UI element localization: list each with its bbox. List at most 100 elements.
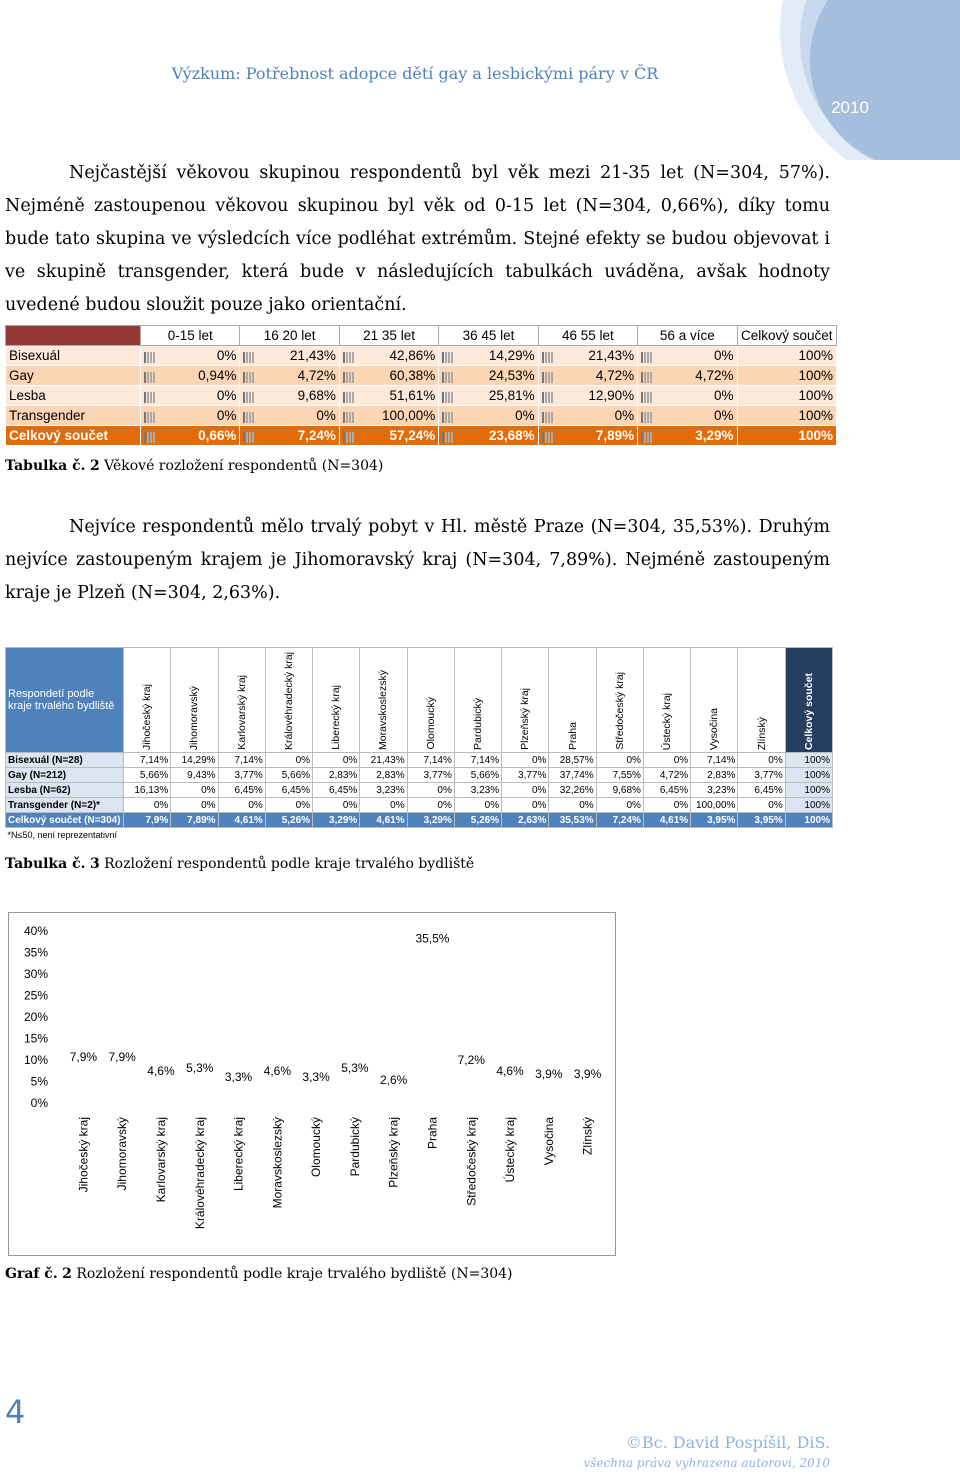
value-label: 4,6% [147,1064,175,1078]
column-header: Vysočina [690,647,739,753]
x-tick-label: Karlovarský kraj [154,1117,168,1202]
bar-icon [641,412,654,423]
column-header: Pardubický [453,647,503,753]
cell: 35,53% [548,812,597,828]
cell: 0% [453,797,503,813]
cell: 0% [406,782,455,798]
column-header-text: Pardubický [471,698,484,750]
column-header: Olomoucký [406,647,455,753]
y-tick-label: 35% [24,946,48,960]
row: Transgender (N=2)* 0% 0% 0% 0% 0% 0% 0% 0% 0% 0% 0%… [5,797,834,813]
cell-value: 3,29% [695,428,734,443]
cell-value: 100,00% [381,408,436,423]
bar-icon [144,392,156,403]
cell: 5,66% [264,767,314,783]
bar-icon [243,392,256,403]
paragraph: Nejvíce respondentů mělo trvalý pobyt v … [5,517,830,603]
cell: 100% [736,365,838,386]
cell: 4,72% [637,365,738,386]
column-header: 46 55 let [537,325,639,346]
cell: 100,00% [338,405,440,426]
bar [459,1072,483,1103]
header-row: Respondetí podle kraje trvalého bydliště… [5,647,834,753]
row: Gay (N=212) 5,66% 9,43% 3,77% 5,66% 2,83% 2,83… [5,767,834,783]
caption: Tabulka č. 3 Rozložení respondentů podle… [5,856,474,872]
column-header-text: Zlínský [755,716,768,750]
bar-icon [243,432,256,443]
page-number: 4 [5,1393,26,1431]
bar-icon [641,432,654,443]
cell-value: 0% [714,348,734,363]
column-header: Celkový součet [784,647,834,753]
cell-value: 0,94% [198,368,237,383]
row-label: Bisexuál (N=28) [5,752,124,768]
row-label: Celkový součet (N=304) [5,812,124,828]
bar-icon [144,432,156,443]
cell: 5,66% [122,767,172,783]
x-tick-label: Praha [425,1117,439,1149]
row: Celkový součet (N=304) 7,9% 7,89% 4,61% 5,26… [5,812,834,828]
cell: 7,14% [122,752,172,768]
cell: 3,95% [690,812,739,828]
column-header-text: Královéhradecký kraj [282,651,295,750]
caption-label: Tabulka č. [5,458,86,474]
bar-icon [342,392,355,403]
bar-icon [541,392,554,403]
cell: 2,83% [312,767,361,783]
cell-value: 100% [798,368,833,383]
cell-value: 42,86% [389,348,436,363]
cell: 0% [139,385,241,406]
cell: 7,9% [122,812,172,828]
bar-icon [641,392,654,403]
bar-icon [342,412,355,423]
caption-label: Tabulka č. [5,856,86,872]
cell: 28,57% [548,752,597,768]
caption-number: 2 [62,1266,72,1282]
column-header-text: Středočeský kraj [613,672,626,750]
cell: 7,14% [690,752,739,768]
cell-value: 0% [515,408,535,423]
x-tick-label: Jihočeský kraj [76,1117,90,1192]
cell: 0% [239,405,340,426]
header-row: 0-15 let 16 20 let 21 35 let 36 45 let 46 55… [5,325,838,346]
column-header: 16 20 let [239,325,340,346]
chart: 0% 5% 10% 15% 20% 25% 30% 35% 40% 7,9% Jihočeský k… [8,912,616,1256]
cell: 7,14% [453,752,503,768]
bar-icon [243,412,256,423]
row-label: Bisexuál [5,345,141,366]
caption: Graf č. 2 Rozložení respondentů podle kr… [5,1266,513,1282]
cell: 3,95% [737,812,786,828]
bar-icon [442,372,455,383]
caption-text: Věkové rozložení respondentů (N=304) [104,458,384,474]
cell: 7,55% [595,767,644,783]
cell: 0% [170,782,219,798]
column-header: 56 a více [637,325,738,346]
cell: 0% [501,782,550,798]
column-header: Jihomoravský [170,647,219,753]
cell: 5,66% [453,767,503,783]
column-header-text: Liberecký kraj [330,685,343,750]
cell-value: 4,72% [297,368,336,383]
cell-value: 0% [216,388,237,403]
cell-value: 7,89% [595,428,635,443]
cell: 0% [737,797,786,813]
cell: 2,63% [501,812,550,828]
cell: 7,89% [537,425,639,446]
bar-icon [243,352,256,363]
value-label: 4,6% [264,1064,292,1078]
cell: 100% [736,345,838,366]
note: *N≤50, není reprezentativní [7,830,118,840]
column-header-text: Vysočina [708,707,721,750]
cell: 4,61% [359,812,408,828]
cell: 0% [217,797,266,813]
cell: 6,45% [217,782,266,798]
cell: 100% [784,812,834,828]
cell: 0% [139,405,241,426]
y-tick-label: 20% [24,1010,48,1024]
cell: 0% [139,345,241,366]
caption: Tabulka č. 2 Věkové rozložení respondent… [5,458,383,474]
cell: 21,43% [239,345,340,366]
cell-value: 60,38% [389,368,436,383]
cell: 0% [737,752,786,768]
cell: 0% [595,797,644,813]
